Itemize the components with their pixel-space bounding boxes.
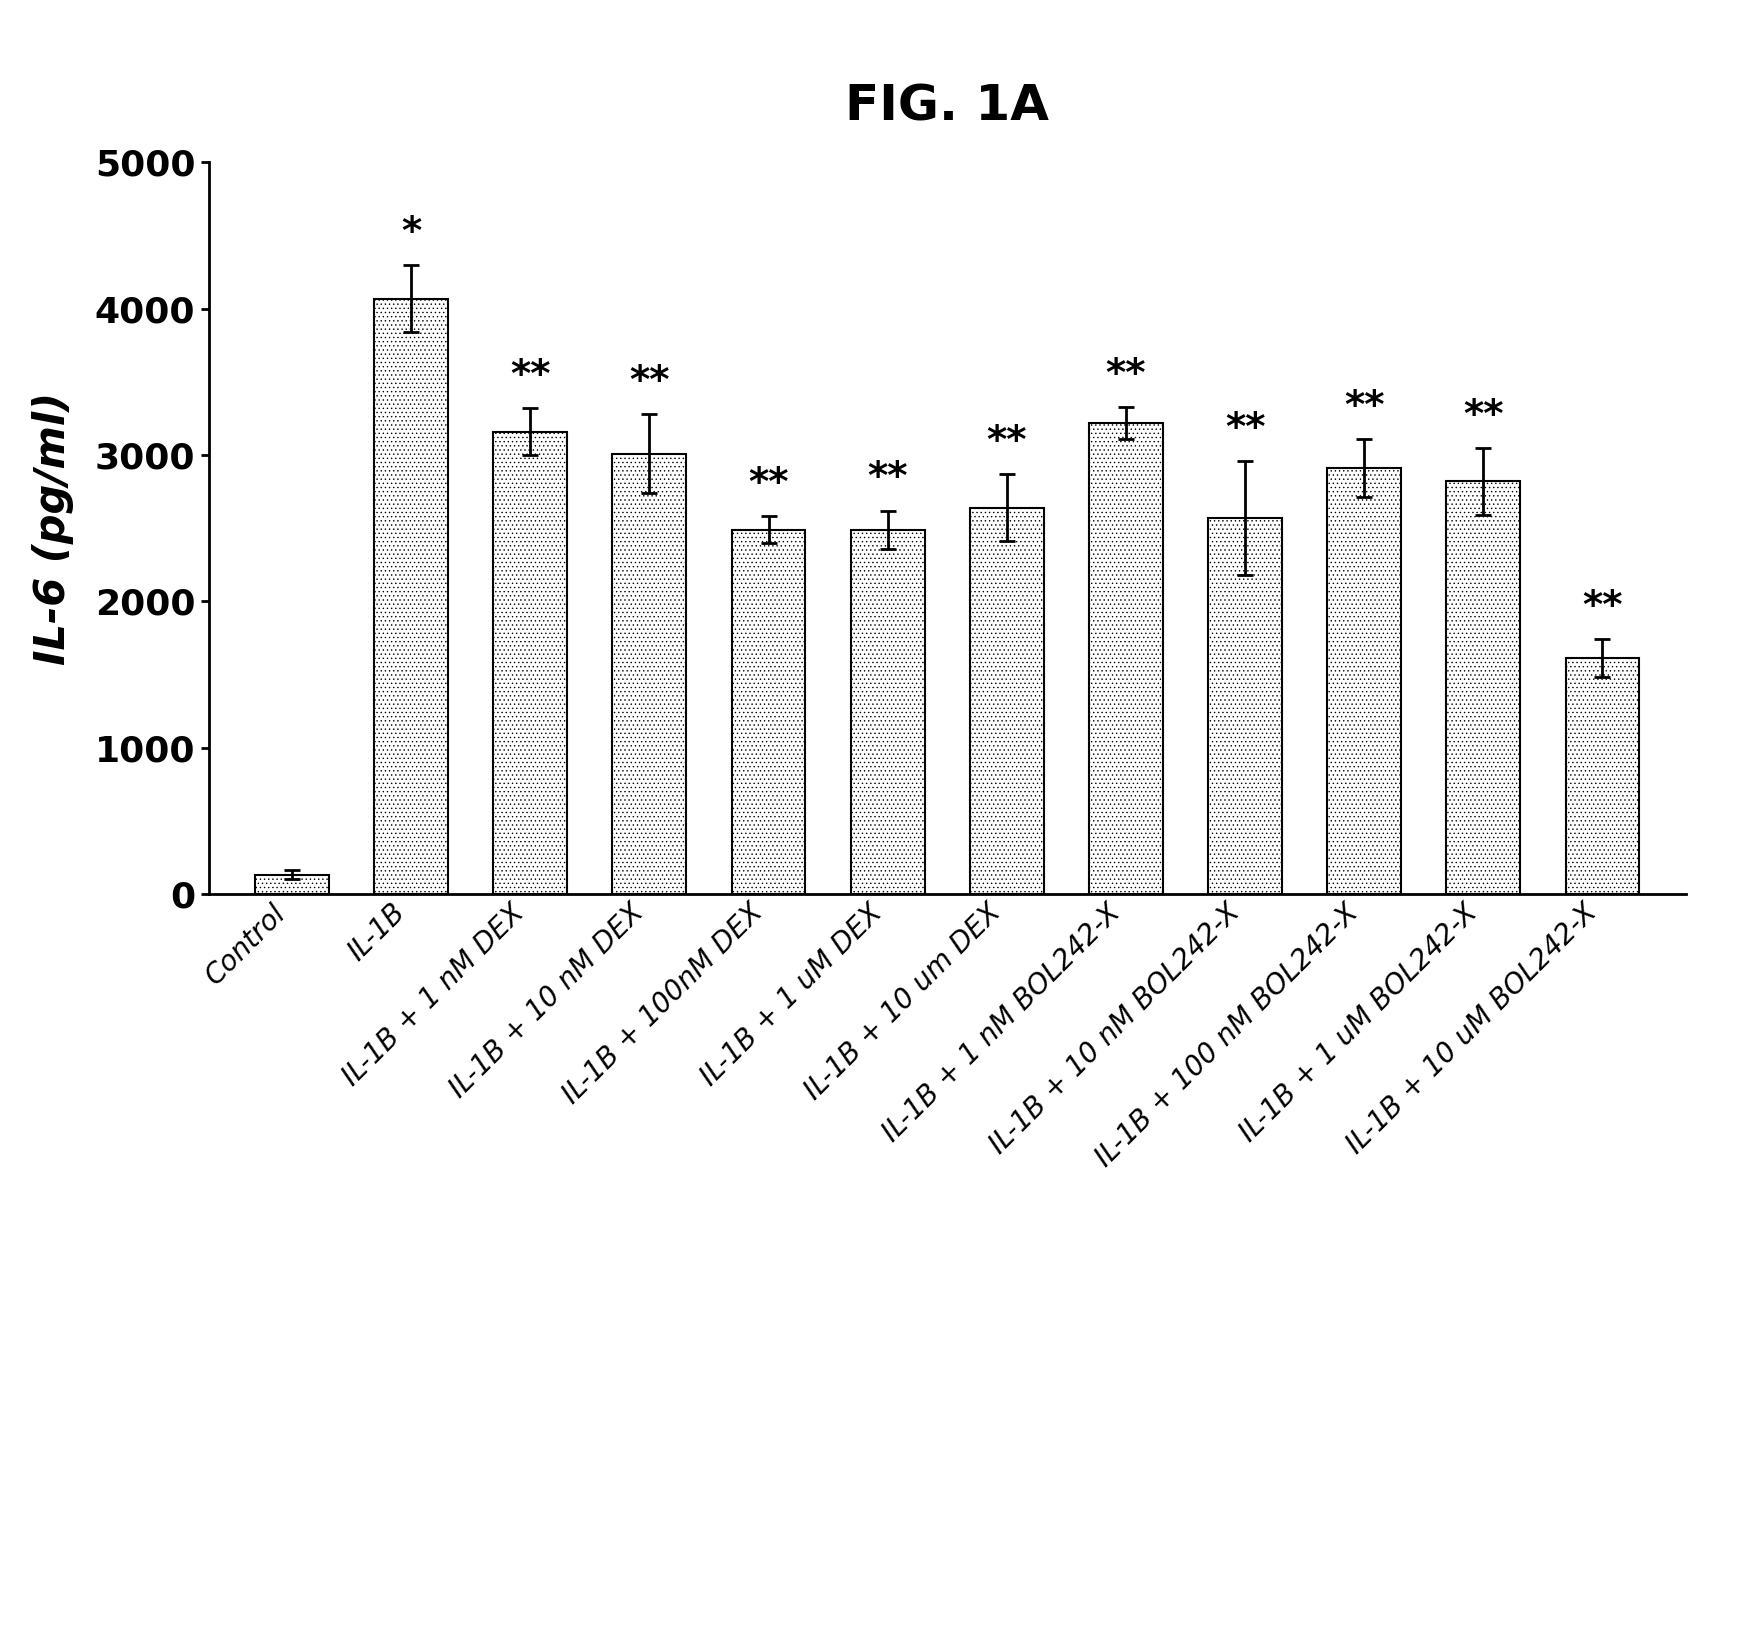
Text: **: **: [1225, 410, 1265, 447]
Text: **: **: [1105, 356, 1145, 393]
Bar: [1328, 468, 1401, 894]
Bar: [1090, 422, 1163, 894]
Bar: [732, 530, 805, 894]
Title: FIG. 1A: FIG. 1A: [845, 83, 1050, 132]
Text: **: **: [1582, 588, 1623, 626]
Bar: [255, 874, 328, 894]
Text: **: **: [867, 460, 907, 497]
Text: **: **: [987, 422, 1027, 461]
Text: **: **: [749, 465, 789, 504]
Bar: [1208, 518, 1283, 894]
Bar: [1566, 658, 1639, 894]
Text: **: **: [1343, 388, 1385, 426]
Bar: [970, 507, 1045, 894]
Bar: [850, 530, 925, 894]
Text: **: **: [629, 362, 669, 401]
Text: **: **: [1463, 396, 1503, 434]
Bar: [612, 453, 687, 894]
Text: *: *: [401, 214, 421, 252]
Bar: [374, 299, 448, 894]
Bar: [1446, 481, 1521, 894]
Text: **: **: [509, 358, 551, 395]
Bar: [494, 432, 567, 894]
Y-axis label: IL-6 (pg/ml): IL-6 (pg/ml): [31, 392, 75, 665]
